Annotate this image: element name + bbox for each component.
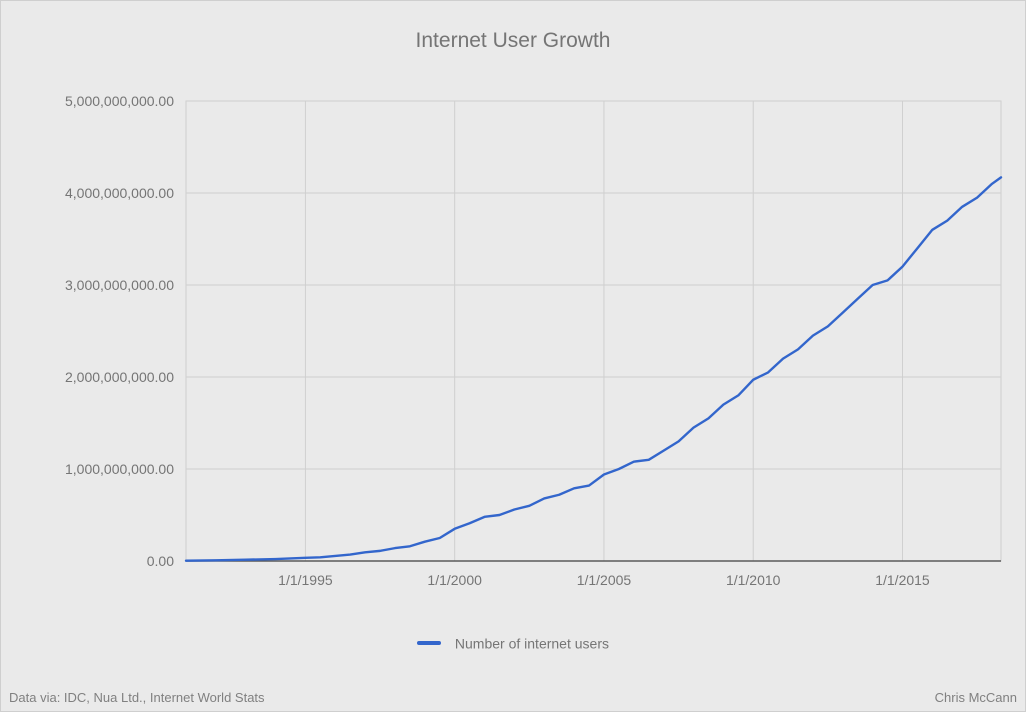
x-tick-label: 1/1/2010: [726, 572, 781, 588]
chart-plot: 0.00 1,000,000,000.00 2,000,000,000.00 3,00…: [1, 1, 1026, 713]
y-tick-label: 2,000,000,000.00: [65, 369, 174, 385]
y-tick-label: 1,000,000,000.00: [65, 461, 174, 477]
y-tick-label: 5,000,000,000.00: [65, 93, 174, 109]
x-tick-label: 1/1/2000: [427, 572, 482, 588]
footer-source: Data via: IDC, Nua Ltd., Internet World …: [9, 690, 265, 705]
x-tick-label: 1/1/2015: [875, 572, 930, 588]
x-tick-label: 1/1/2005: [577, 572, 632, 588]
legend-label: Number of internet users: [455, 635, 609, 651]
footer-author: Chris McCann: [935, 690, 1017, 705]
chart-container: Internet User Growth 0.001,000,000,000.0…: [0, 0, 1026, 712]
y-tick-label: 0.00: [147, 553, 174, 569]
y-tick-label: 4,000,000,000.00: [65, 185, 174, 201]
plot-area: [186, 101, 1001, 561]
chart-legend: Number of internet users: [1, 634, 1025, 651]
legend-swatch: [417, 641, 441, 645]
x-tick-label: 1/1/1995: [278, 572, 333, 588]
y-tick-label: 3,000,000,000.00: [65, 277, 174, 293]
